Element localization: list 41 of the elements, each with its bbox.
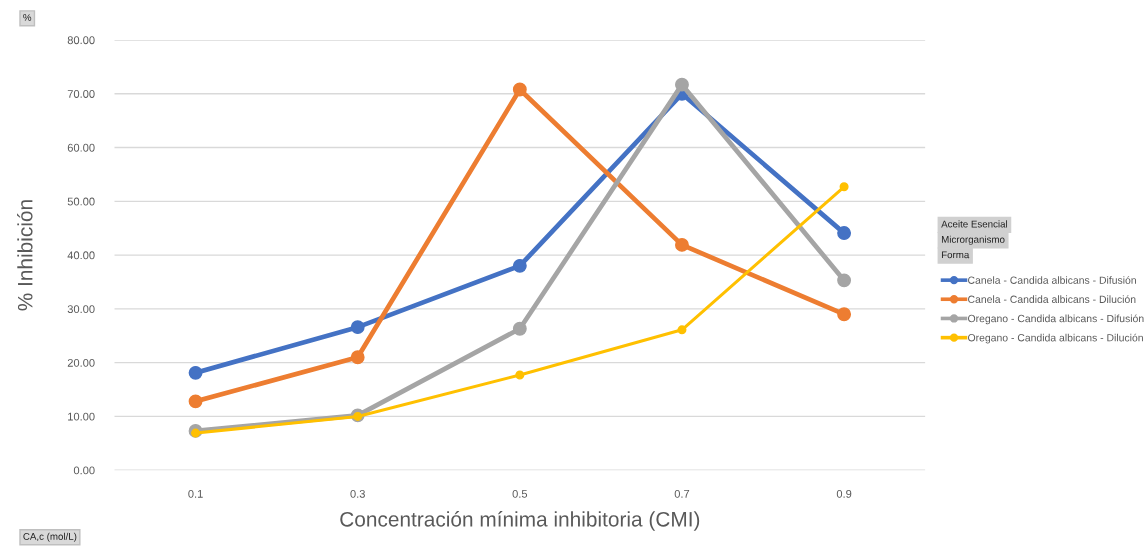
- x-tick-label: 0.5: [512, 489, 528, 498]
- point: [512, 82, 527, 97]
- legend-label: Canela - Candida albicans - Dilución: [968, 295, 1136, 303]
- legend-label: Oregano - Candida albicans - Difusión: [968, 314, 1144, 325]
- text: Forma: [941, 251, 970, 259]
- y-tick-label: 80.00: [67, 36, 95, 45]
- y-tick-label: 50.00: [67, 197, 95, 206]
- legend-label: Canela - Candida albicans - Difusión: [968, 276, 1136, 284]
- point: [837, 226, 852, 240]
- point: [191, 428, 201, 438]
- text: Aceite Esencial: [941, 220, 1008, 228]
- x-tick-label: 0.7: [674, 489, 690, 498]
- y-tick-label: 30.00: [67, 305, 95, 313]
- x-tick-label: 0.3: [350, 489, 365, 498]
- point: [512, 258, 527, 273]
- x-axis-title: Concentración mínima inhibitoria (CMI): [340, 511, 700, 531]
- point: [350, 350, 365, 365]
- point: [837, 273, 852, 288]
- point: [188, 365, 203, 380]
- y-axis-title: % Inhibición: [17, 200, 33, 311]
- point: [677, 325, 687, 335]
- x-tick-label: 0.1: [188, 489, 203, 498]
- y-tick-label: 70.00: [67, 90, 95, 98]
- y-tick-label: 40.00: [67, 251, 95, 260]
- point: [512, 321, 527, 336]
- point: [837, 307, 852, 322]
- point: [675, 77, 689, 92]
- text: %: [23, 14, 32, 21]
- point: [350, 320, 365, 335]
- point: [188, 394, 203, 409]
- x-tick-label: 0.9: [836, 489, 852, 498]
- point: [515, 370, 525, 380]
- point: [839, 182, 849, 192]
- y-tick-label: 0.00: [73, 466, 95, 475]
- y-tick-label: 60.00: [67, 143, 95, 152]
- text: Microrganismo: [941, 235, 1005, 245]
- y-tick-label: 10.00: [68, 412, 95, 421]
- y-tick-label: 20.00: [67, 358, 95, 367]
- text: CA,c (mol/L): [23, 532, 77, 542]
- point: [675, 237, 689, 252]
- legend-label: Oregano - Candida albicans - Dilución: [968, 333, 1143, 344]
